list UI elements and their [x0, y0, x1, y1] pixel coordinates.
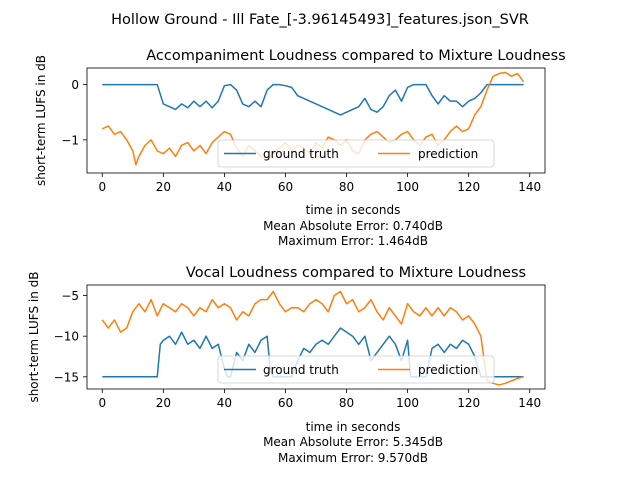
accompaniment-title: Accompaniment Loudness compared to Mixtu… — [146, 48, 565, 64]
x-tick-label: 0 — [98, 396, 106, 410]
vocal-max-error: Maximum Error: 9.570dB — [278, 451, 428, 465]
ground-truth-line — [102, 327, 524, 378]
vocal-legend-ground-truth: ground truth — [263, 363, 339, 377]
accompaniment-legend-ground-truth: ground truth — [263, 147, 339, 161]
vocal-title: Vocal Loudness compared to Mixture Loudn… — [186, 265, 526, 281]
accompaniment-xlabel: time in seconds — [306, 203, 401, 217]
figure-title: Hollow Ground - Ill Fate_[-3.96145493]_f… — [111, 12, 529, 28]
ground-truth-line — [102, 83, 524, 116]
x-tick-label: 40 — [217, 180, 232, 194]
accompaniment-legend: ground truth prediction — [217, 139, 495, 168]
x-tick-label: 80 — [339, 396, 354, 410]
y-tick-label: −5 — [61, 289, 79, 303]
accompaniment-legend-box — [217, 139, 495, 168]
accompaniment-ylabel: short-term LUFS in dB — [34, 55, 48, 186]
vocal-legend-box — [217, 355, 495, 384]
y-tick-label: 0 — [71, 78, 79, 92]
x-tick-label: 0 — [98, 180, 106, 194]
accompaniment-plot-frame — [86, 67, 546, 174]
y-tick-label: −1 — [61, 133, 79, 147]
x-tick-label: 80 — [339, 180, 354, 194]
vocal-legend-prediction: prediction — [418, 363, 478, 377]
x-tick-label: 140 — [518, 396, 541, 410]
x-tick-label: 120 — [457, 180, 480, 194]
vocal-mae: Mean Absolute Error: 5.345dB — [263, 435, 443, 449]
vocal-xlabel: time in seconds — [306, 420, 401, 434]
x-tick-label: 60 — [278, 180, 293, 194]
accompaniment-legend-prediction: prediction — [418, 147, 478, 161]
vocal-chart: 0 20 40 60 80 100 120 140 −15 −10 −5 Vocal Loudnes… — [27, 265, 546, 465]
vocal-ylabel: short-term LUFS in dB — [27, 271, 41, 402]
accompaniment-max-error: Maximum Error: 1.464dB — [278, 234, 428, 248]
accompaniment-chart: 0 20 40 60 80 100 120 140 −1 0 Accompaniment Loud… — [34, 48, 566, 248]
y-tick-label: −15 — [54, 370, 79, 384]
vocal-series — [101, 290, 524, 386]
accompaniment-mae: Mean Absolute Error: 0.740dB — [263, 219, 443, 233]
accompaniment-ticks: 0 20 40 60 80 100 120 140 −1 0 — [61, 78, 541, 194]
x-tick-label: 100 — [396, 396, 419, 410]
prediction-line — [101, 290, 524, 386]
vocal-plot-frame — [86, 284, 546, 390]
x-tick-label: 120 — [457, 396, 480, 410]
x-tick-label: 40 — [217, 396, 232, 410]
x-tick-label: 20 — [156, 180, 171, 194]
x-tick-label: 100 — [396, 180, 419, 194]
vocal-legend: ground truth prediction — [217, 355, 495, 384]
x-tick-label: 60 — [278, 396, 293, 410]
x-tick-label: 140 — [518, 180, 541, 194]
vocal-ticks: 0 20 40 60 80 100 120 140 −15 −10 −5 — [54, 289, 542, 410]
y-tick-label: −10 — [54, 330, 79, 344]
x-tick-label: 20 — [156, 396, 171, 410]
